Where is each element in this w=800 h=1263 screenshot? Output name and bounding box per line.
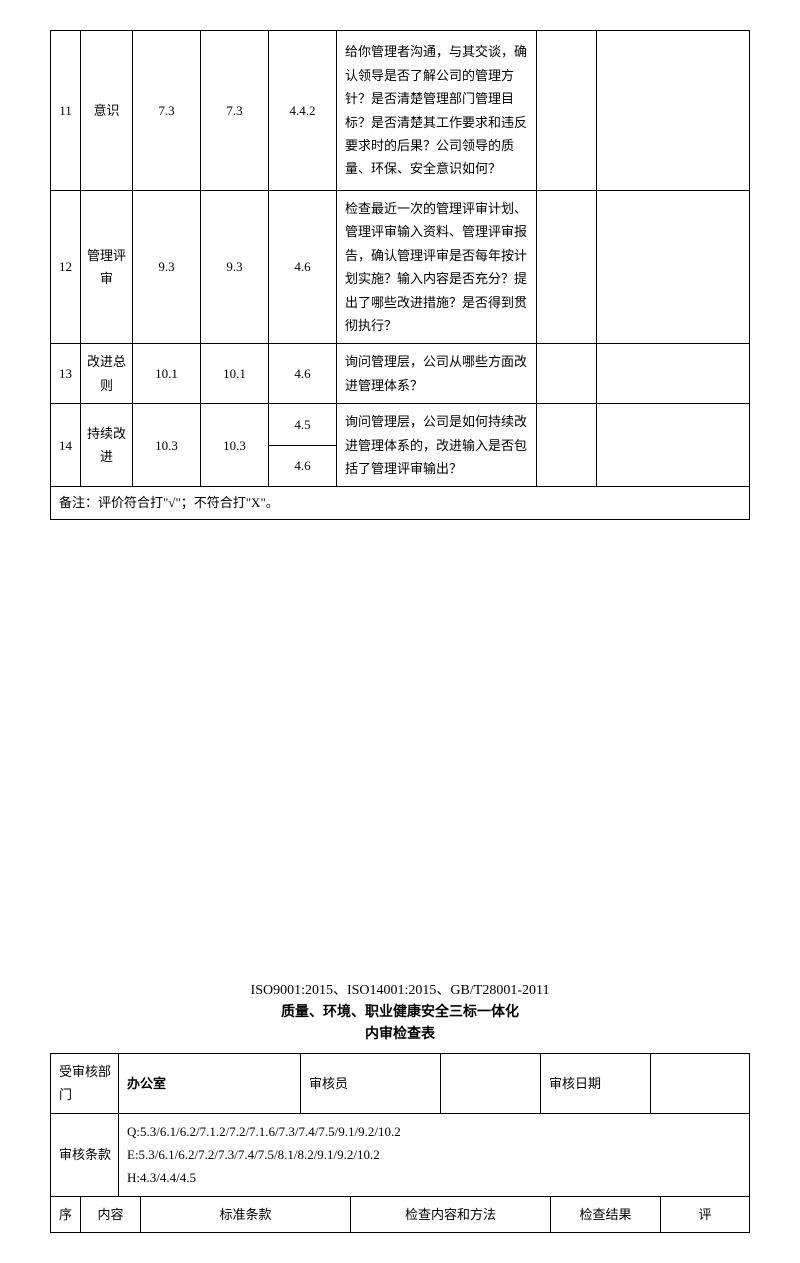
- title-line-3: 内审检查表: [50, 1024, 750, 1046]
- cell-content: 改进总则: [81, 344, 133, 404]
- cell-value: [651, 1053, 750, 1113]
- table-row: 13 改进总则 10.1 10.1 4.6 询问管理层，公司从哪些方面改进管理体…: [51, 344, 750, 404]
- cell-empty: [597, 191, 750, 344]
- header-method: 检查内容和方法: [351, 1197, 551, 1233]
- cell-empty: [537, 31, 597, 191]
- cell-seq: 13: [51, 344, 81, 404]
- cell-label: 受审核部门: [51, 1053, 119, 1113]
- cell-value: [441, 1053, 541, 1113]
- note-row: 备注：评价符合打"√"；不符合打"X"。: [51, 487, 750, 519]
- clause-line-h: H:4.3/4.4/4.5: [127, 1166, 745, 1189]
- cell-seq: 12: [51, 191, 81, 344]
- header-result: 检查结果: [551, 1197, 661, 1233]
- cell-desc: 询问管理层，公司是如何持续改进管理体系的，改进输入是否包括了管理评审输出？: [337, 404, 537, 487]
- cell-c2: 10.1: [201, 344, 269, 404]
- cell-c1: 7.3: [133, 31, 201, 191]
- cell-c2: 9.3: [201, 191, 269, 344]
- table-row: 14 持续改进 10.3 10.3 4.5 询问管理层，公司是如何持续改进管理体…: [51, 404, 750, 446]
- title-line-1: ISO9001:2015、ISO14001:2015、GB/T28001-201…: [50, 980, 750, 1002]
- audit-table-3: 序 内容 标准条款 检查内容和方法 检查结果 评: [50, 1197, 750, 1233]
- cell-empty: [537, 404, 597, 487]
- cell-seq: 11: [51, 31, 81, 191]
- page-spacer: [50, 520, 750, 980]
- cell-empty: [537, 191, 597, 344]
- table-row: 审核条款 Q:5.3/6.1/6.2/7.1.2/7.2/7.1.6/7.3/7…: [51, 1113, 750, 1196]
- cell-label: 审核条款: [51, 1113, 119, 1196]
- cell-value: 办公室: [119, 1053, 301, 1113]
- audit-header-table: 受审核部门 办公室 审核员 审核日期 审核条款 Q:5.3/6.1/6.2/7.…: [50, 1053, 750, 1197]
- cell-content: 意识: [81, 31, 133, 191]
- cell-clauses: Q:5.3/6.1/6.2/7.1.2/7.2/7.1.6/7.3/7.4/7.…: [119, 1113, 750, 1196]
- title-line-2: 质量、环境、职业健康安全三标一体化: [50, 1002, 750, 1024]
- cell-c3b: 4.6: [269, 445, 337, 487]
- cell-c3: 4.4.2: [269, 31, 337, 191]
- title-block: ISO9001:2015、ISO14001:2015、GB/T28001-201…: [50, 980, 750, 1047]
- clause-line-e: E:5.3/6.1/6.2/7.2/7.3/7.4/7.5/8.1/8.2/9.…: [127, 1143, 745, 1166]
- cell-empty: [537, 344, 597, 404]
- table-row: 12 管理评审 9.3 9.3 4.6 检查最近一次的管理评审计划、管理评审输入…: [51, 191, 750, 344]
- cell-desc: 给你管理者沟通，与其交谈，确认领导是否了解公司的管理方针？是否清楚管理部门管理目…: [337, 31, 537, 191]
- cell-empty: [597, 344, 750, 404]
- cell-desc: 检查最近一次的管理评审计划、管理评审输入资料、管理评审报告，确认管理评审是否每年…: [337, 191, 537, 344]
- cell-content: 持续改进: [81, 404, 133, 487]
- audit-table-1: 11 意识 7.3 7.3 4.4.2 给你管理者沟通，与其交谈，确认领导是否了…: [50, 30, 750, 520]
- table-row: 受审核部门 办公室 审核员 审核日期: [51, 1053, 750, 1113]
- cell-empty: [597, 404, 750, 487]
- cell-c3: 4.6: [269, 344, 337, 404]
- cell-c3: 4.6: [269, 191, 337, 344]
- header-clause: 标准条款: [141, 1197, 351, 1233]
- cell-label: 审核员: [301, 1053, 441, 1113]
- cell-empty: [597, 31, 750, 191]
- cell-c2: 7.3: [201, 31, 269, 191]
- cell-desc: 询问管理层，公司从哪些方面改进管理体系？: [337, 344, 537, 404]
- cell-label: 审核日期: [541, 1053, 651, 1113]
- table-header-row: 序 内容 标准条款 检查内容和方法 检查结果 评: [51, 1197, 750, 1233]
- clause-line-q: Q:5.3/6.1/6.2/7.1.2/7.2/7.1.6/7.3/7.4/7.…: [127, 1120, 745, 1143]
- cell-content: 管理评审: [81, 191, 133, 344]
- table-row: 11 意识 7.3 7.3 4.4.2 给你管理者沟通，与其交谈，确认领导是否了…: [51, 31, 750, 191]
- cell-c3a: 4.5: [269, 404, 337, 446]
- cell-c2: 10.3: [201, 404, 269, 487]
- header-eval: 评: [661, 1197, 750, 1233]
- cell-c1: 9.3: [133, 191, 201, 344]
- note-cell: 备注：评价符合打"√"；不符合打"X"。: [51, 487, 750, 519]
- cell-seq: 14: [51, 404, 81, 487]
- header-seq: 序: [51, 1197, 81, 1233]
- cell-c1: 10.3: [133, 404, 201, 487]
- cell-c1: 10.1: [133, 344, 201, 404]
- header-content: 内容: [81, 1197, 141, 1233]
